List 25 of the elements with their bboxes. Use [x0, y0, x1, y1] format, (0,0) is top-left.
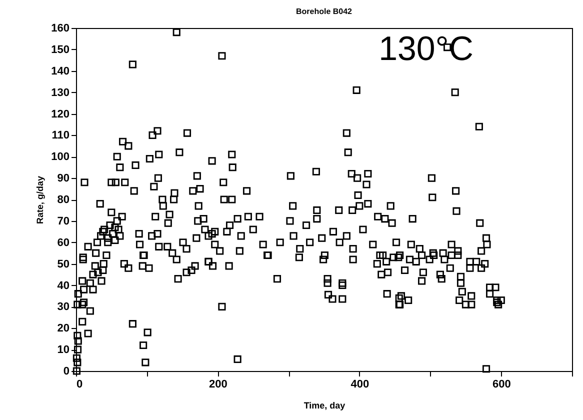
x-axis-title: Time, day [304, 400, 346, 410]
y-tick-label: 20 [57, 322, 70, 335]
y-tick-label: 90 [57, 172, 70, 185]
y-tick-label: 150 [51, 44, 70, 56]
x-tick-label: 600 [492, 378, 511, 390]
y-tick-label: 10 [57, 344, 70, 356]
y-tick-label: 120 [51, 108, 70, 120]
y-tick-label: 130 [51, 86, 70, 99]
y-tick-label: 30 [57, 301, 70, 314]
y-tick-label: 140 [51, 65, 70, 78]
annotation: 130°C [378, 30, 474, 68]
y-tick-label: 160 [51, 22, 70, 34]
y-tick-label: 70 [57, 215, 70, 228]
x-tick-label: 400 [350, 378, 370, 390]
y-tick-label: 0 [63, 366, 70, 378]
y-tick-label: 60 [57, 236, 70, 249]
y-tick-label: 80 [57, 194, 70, 206]
x-tick-label: 0 [76, 378, 83, 390]
chart-title: Borehole B042 [296, 7, 353, 16]
y-tick-label: 50 [57, 258, 70, 270]
y-axis-title: Rate, g/day [35, 176, 46, 224]
y-tick-label: 100 [51, 151, 70, 164]
y-tick-label: 110 [52, 130, 70, 142]
y-tick-label: 40 [57, 280, 70, 292]
x-tick-label: 200 [209, 378, 228, 390]
